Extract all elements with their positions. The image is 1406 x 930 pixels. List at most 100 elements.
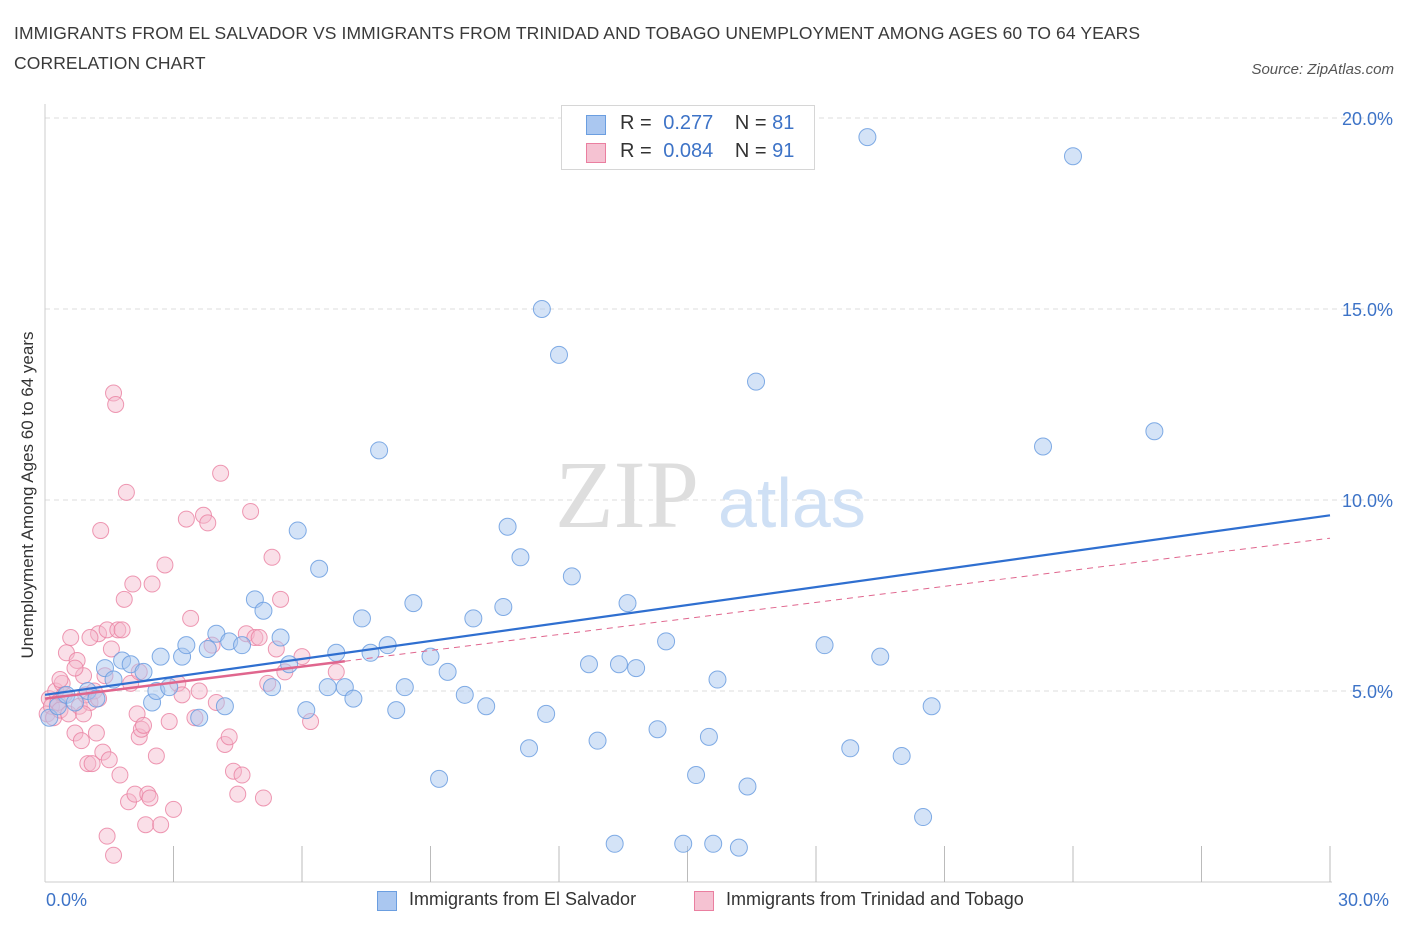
r-value: 0.277 <box>663 112 714 134</box>
data-point-trinidad <box>115 590 133 608</box>
data-point-el-salvador <box>605 834 624 853</box>
data-point-trinidad <box>141 789 159 807</box>
data-point-el-salvador <box>618 594 637 613</box>
data-point-el-salvador <box>747 372 766 391</box>
data-point-el-salvador <box>190 708 209 727</box>
x-tick-label-max: 30.0% <box>1338 890 1390 910</box>
data-point-el-salvador <box>858 128 877 147</box>
data-point-trinidad <box>79 755 97 773</box>
data-point-el-salvador <box>657 632 676 651</box>
data-point-trinidad <box>182 609 200 627</box>
data-point-trinidad <box>66 659 84 677</box>
data-point-trinidad <box>199 514 217 532</box>
data-point-el-salvador <box>263 678 282 697</box>
data-point-trinidad <box>113 621 131 639</box>
data-point-el-salvador <box>215 697 234 716</box>
data-point-el-salvador <box>687 766 706 785</box>
data-point-el-salvador <box>511 548 530 567</box>
data-point-el-salvador <box>550 345 568 364</box>
trend-line-trinidad-solid <box>44 659 345 700</box>
data-point-el-salvador <box>455 685 474 704</box>
data-point-trinidad <box>246 629 264 647</box>
data-point-trinidad <box>90 625 108 643</box>
data-point-el-salvador <box>477 697 496 716</box>
data-point-trinidad <box>233 766 251 784</box>
trend-line-el-salvador <box>44 514 1331 696</box>
data-point-el-salvador <box>280 655 299 674</box>
y-tick-label: 10.0% <box>1342 491 1393 511</box>
data-point-el-salvador <box>421 647 440 666</box>
data-point-trinidad <box>111 766 129 784</box>
trend-lines <box>44 514 1331 700</box>
data-point-el-salvador <box>233 636 252 655</box>
r-value: 0.084 <box>663 140 714 162</box>
data-point-trinidad <box>147 747 165 765</box>
r-label: R = <box>620 112 652 134</box>
data-point-el-salvador <box>892 746 911 765</box>
legend: R = 0.277 N = 81 R = 0.084 N = 91 <box>561 105 815 170</box>
data-point-el-salvador <box>297 701 316 720</box>
data-point-el-salvador <box>841 739 860 758</box>
data-point-trinidad <box>212 464 230 482</box>
data-point-trinidad <box>92 522 110 540</box>
data-point-el-salvador <box>370 441 389 460</box>
data-point-el-salvador <box>648 720 667 739</box>
gridlines <box>45 117 1390 692</box>
data-point-el-salvador <box>1145 422 1164 441</box>
data-point-trinidad <box>224 762 242 780</box>
data-point-el-salvador <box>310 559 329 578</box>
data-point-el-salvador <box>579 655 598 674</box>
data-point-el-salvador <box>1064 147 1082 166</box>
data-point-el-salvador <box>387 701 406 720</box>
legend-swatch-blue <box>586 115 606 135</box>
n-value: 81 <box>772 112 795 134</box>
data-point-el-salvador <box>871 647 890 666</box>
data-point-el-salvador <box>537 704 556 723</box>
data-point-trinidad <box>156 556 174 574</box>
data-point-el-salvador <box>271 628 290 647</box>
legend-swatch-pink <box>586 143 606 163</box>
series-trinidad-points <box>38 384 345 864</box>
data-point-el-salvador <box>352 609 371 628</box>
data-point-trinidad <box>135 716 153 734</box>
watermark: ZIP atlas <box>555 441 866 548</box>
data-point-el-salvador <box>498 517 517 536</box>
data-point-el-salvador <box>430 769 449 788</box>
data-point-el-salvador <box>438 662 457 681</box>
data-point-trinidad <box>173 686 191 704</box>
y-tick-label: 15.0% <box>1342 300 1393 320</box>
r-label: R = <box>620 140 652 162</box>
data-point-el-salvador <box>609 655 628 674</box>
data-point-el-salvador <box>699 727 718 746</box>
data-point-el-salvador <box>177 636 196 655</box>
data-point-trinidad <box>177 510 195 528</box>
data-point-trinidad <box>242 502 260 520</box>
data-point-trinidad <box>272 590 290 608</box>
data-point-el-salvador <box>922 697 941 716</box>
data-point-trinidad <box>220 728 238 746</box>
data-point-trinidad <box>165 800 182 818</box>
data-point-el-salvador <box>914 808 933 827</box>
watermark-zip: ZIP <box>555 441 699 548</box>
y-tick-label: 5.0% <box>1352 682 1393 702</box>
bottom-legend-swatch-pink <box>694 891 714 911</box>
data-point-trinidad <box>137 816 155 834</box>
data-point-el-salvador <box>708 670 727 689</box>
data-point-el-salvador <box>588 731 607 750</box>
data-point-trinidad <box>124 575 142 593</box>
data-point-trinidad <box>250 629 268 647</box>
data-point-trinidad <box>83 755 101 773</box>
data-point-el-salvador <box>520 739 539 758</box>
data-point-trinidad <box>160 713 178 731</box>
data-point-el-salvador <box>134 662 153 681</box>
data-point-el-salvador <box>464 609 483 628</box>
data-point-el-salvador <box>494 597 513 616</box>
data-point-el-salvador <box>361 643 380 662</box>
data-point-el-salvador <box>562 567 581 586</box>
data-point-trinidad <box>152 816 170 834</box>
data-point-el-salvador <box>738 777 757 796</box>
data-point-el-salvador <box>627 659 646 678</box>
data-point-trinidad <box>263 548 281 566</box>
data-point-el-salvador <box>532 300 551 318</box>
data-point-trinidad <box>87 724 105 742</box>
